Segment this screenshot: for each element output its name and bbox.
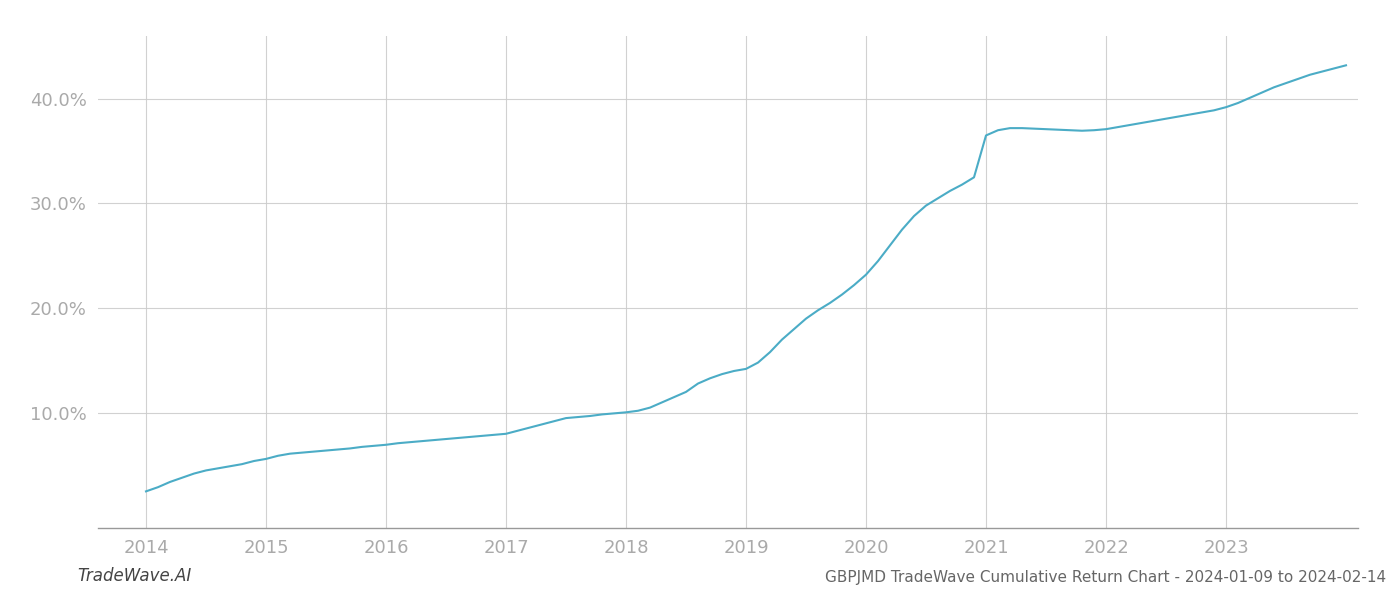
Text: GBPJMD TradeWave Cumulative Return Chart - 2024-01-09 to 2024-02-14: GBPJMD TradeWave Cumulative Return Chart… bbox=[825, 570, 1386, 585]
Text: TradeWave.AI: TradeWave.AI bbox=[77, 567, 192, 585]
